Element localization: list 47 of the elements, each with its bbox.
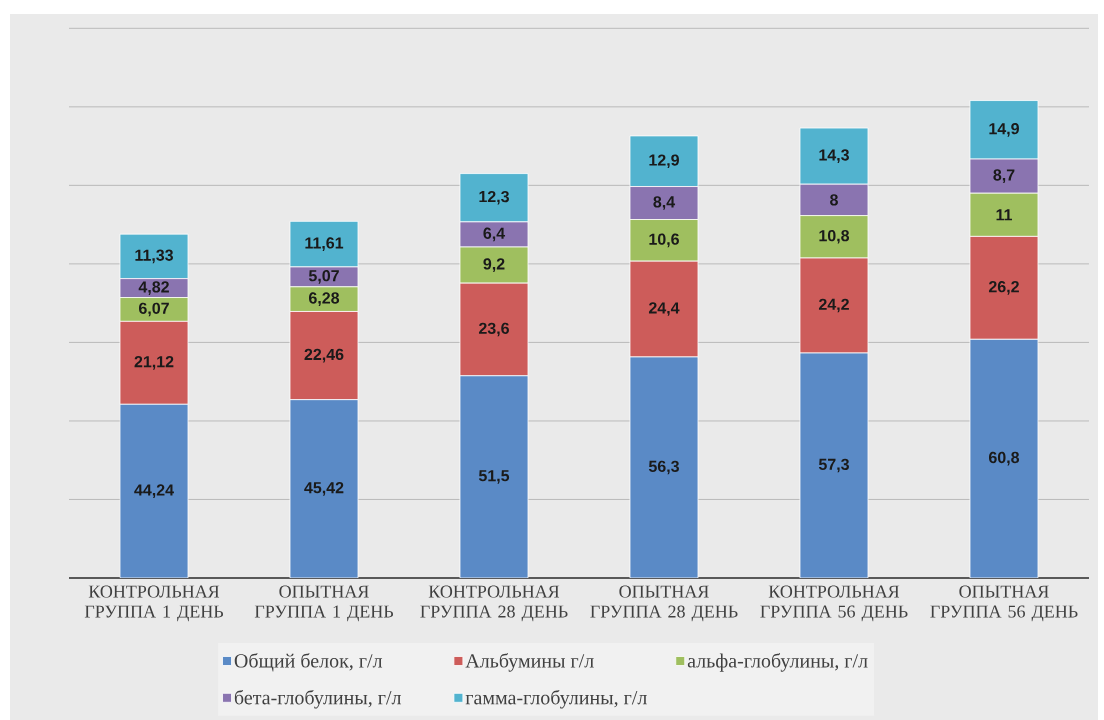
legend-label: гамма-глобулины, г/л [465,689,647,709]
data-label: 26,2 [988,281,1019,295]
data-label: 8 [830,194,838,206]
bar [459,375,529,578]
data-label: 57,3 [818,458,849,473]
data-label: 14,9 [989,122,1019,137]
data-label: 10,8 [819,229,850,244]
data-label: 60,8 [989,451,1020,466]
x-tick-label: ОПЫТНАЯ ГРУППА 56 ДЕНЬ [930,585,1078,622]
data-label: 12,3 [479,190,509,205]
x-tick-label: КОНТРОЛЬНАЯ ГРУППА 1 ДЕНЬ [84,585,224,622]
data-label: 11,33 [135,249,173,264]
x-tick-label: ОПЫТНАЯ ГРУППА 28 ДЕНЬ [590,585,738,622]
data-label: 6,07 [139,302,169,317]
data-label: 6,4 [483,227,506,242]
bar [799,352,869,578]
data-label: 14,3 [819,149,849,163]
x-tick-label: ОПЫТНАЯ ГРУППА 1 ДЕНЬ [254,585,394,622]
data-label: 4,82 [138,281,169,295]
data-label: 6,28 [309,292,340,306]
bar [289,399,359,578]
data-label: 9,2 [483,258,505,272]
data-label: 8,4 [653,196,676,210]
data-label: 24,2 [818,298,849,313]
data-label: 8,7 [993,169,1015,183]
data-label: 5,07 [308,270,339,284]
data-label: 21,12 [134,356,174,370]
data-label: 10,6 [649,233,679,248]
data-label: 12,9 [649,154,679,169]
x-tick-label: КОНТРОЛЬНАЯ ГРУППА 56 ДЕНЬ [760,585,908,622]
data-label: 44,24 [134,484,174,498]
data-label: 11 [996,209,1012,221]
legend-label: Общий белок, г/л [234,653,383,672]
data-label: 51,5 [478,470,510,484]
data-label: 11,61 [305,237,344,251]
data-label: 24,4 [648,302,680,316]
bar [629,356,699,578]
x-tick-label: КОНТРОЛЬНАЯ ГРУППА 28 ДЕНЬ [420,585,568,622]
bar [969,338,1039,578]
data-label: 56,3 [648,460,679,475]
bar [119,403,189,578]
legend-label: бета-глобулины, г/л [234,689,402,709]
data-label: 22,46 [304,348,344,363]
data-label: 23,6 [478,322,509,337]
data-label: 45,42 [304,482,344,496]
legend-label: Альбумины г/л [465,653,594,672]
legend-label: альфа-глобулины, г/л [687,653,868,672]
